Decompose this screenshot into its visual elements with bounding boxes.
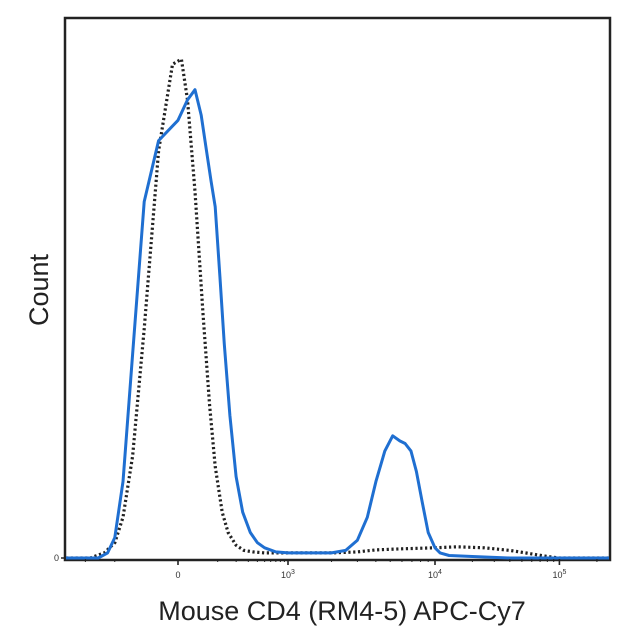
y-tick-label: 0 [54, 553, 59, 563]
x-tick-label: 105 [552, 569, 566, 580]
plot-frame [63, 16, 612, 562]
series-layer [66, 57, 609, 560]
series-line-solid [66, 88, 609, 560]
x-tick-label: 0 [175, 570, 180, 580]
y-axis-title: Count [24, 253, 54, 326]
tick-layer: 0 103 104 105 0 [54, 553, 598, 580]
x-axis-title: Mouse CD4 (RM4-5) APC-Cy7 [158, 596, 526, 626]
x-tick-label: 104 [428, 569, 442, 580]
x-tick-label: 103 [281, 569, 295, 580]
